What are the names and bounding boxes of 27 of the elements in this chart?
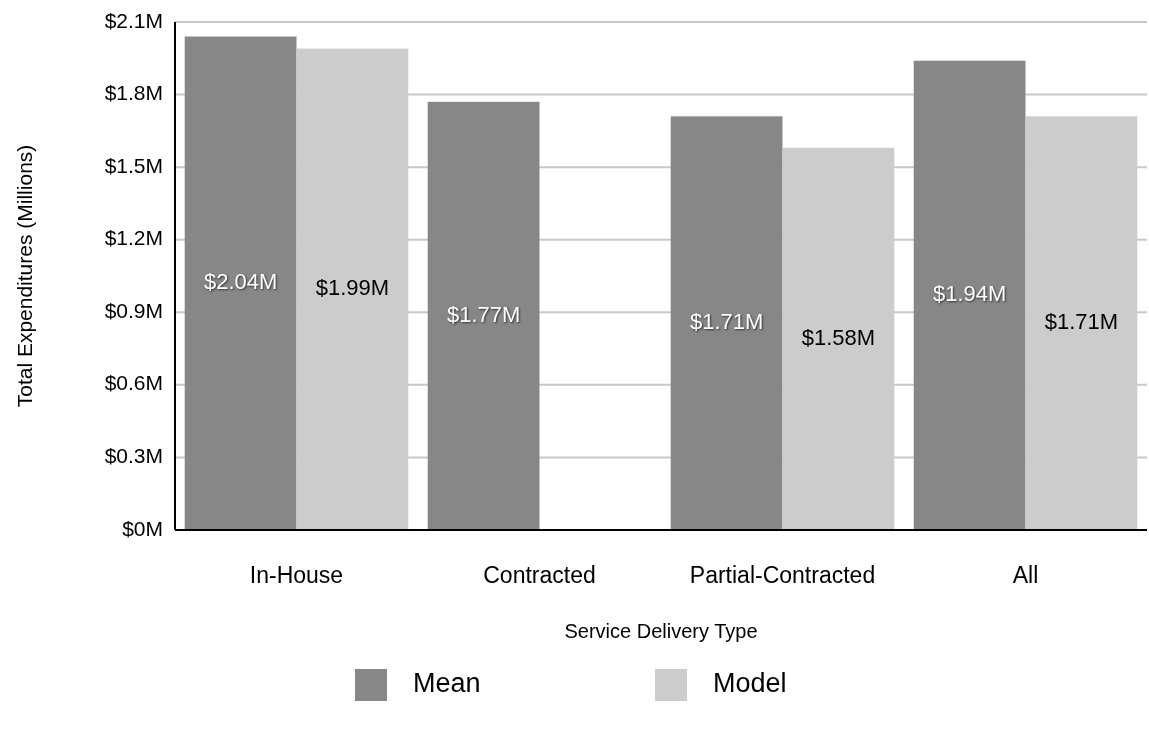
- bar: [913, 60, 1026, 530]
- x-tick-label: All: [1012, 562, 1039, 588]
- y-tick-label: $0.6M: [104, 371, 163, 395]
- y-tick-label: $1.5M: [104, 153, 163, 177]
- y-tick-label: $2.1M: [104, 8, 163, 32]
- legend-label: Model: [713, 668, 787, 699]
- x-tick-label: In-House: [249, 562, 344, 588]
- y-tick-label: $0.3M: [104, 443, 163, 467]
- bar: [184, 36, 297, 530]
- x-axis-title: Service Delivery Type: [564, 620, 758, 642]
- x-tick-label: Partial-Contracted: [689, 562, 876, 588]
- y-tick-label: $0M: [122, 516, 163, 540]
- bar: [670, 116, 783, 530]
- data-label: $1.77M: [446, 301, 521, 327]
- legend-label: Mean: [413, 668, 481, 699]
- data-label: $1.99M: [315, 275, 390, 301]
- y-axis-title: Total Expenditures (Millions): [13, 144, 36, 408]
- x-tick-label: Contracted: [483, 562, 596, 588]
- data-label: $1.94M: [932, 281, 1007, 307]
- bar: [427, 101, 540, 530]
- y-tick-label: $1.8M: [104, 81, 163, 105]
- data-label: $1.58M: [801, 324, 876, 350]
- y-tick-label: $0.9M: [104, 298, 163, 322]
- y-tick-label: $1.2M: [104, 226, 163, 250]
- data-label: $1.71M: [689, 308, 764, 334]
- data-label: $2.04M: [203, 269, 278, 295]
- data-label: $1.71M: [1044, 308, 1119, 334]
